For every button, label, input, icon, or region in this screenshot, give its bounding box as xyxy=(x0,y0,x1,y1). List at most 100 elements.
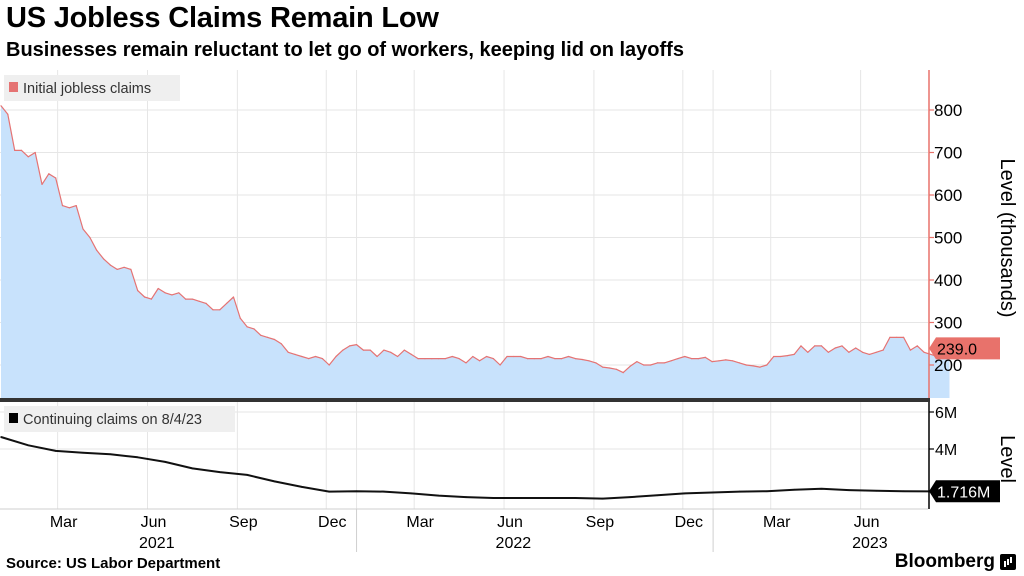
initial-claims-point xyxy=(643,364,645,366)
initial-claims-point xyxy=(451,355,453,358)
continuing-claims-point xyxy=(766,490,768,493)
last-value-badge xyxy=(929,480,1000,503)
y-tick-label: 300 xyxy=(934,314,962,333)
initial-claims-point xyxy=(820,345,823,347)
y-tick-label: 500 xyxy=(934,229,962,248)
initial-claims-point xyxy=(431,358,433,360)
x-tick-label: Jun xyxy=(854,514,880,531)
initial-claims-point xyxy=(923,351,925,353)
initial-claims-point xyxy=(697,358,700,360)
initial-claims-point xyxy=(458,358,460,360)
initial-claims-point xyxy=(102,258,105,260)
initial-claims-point xyxy=(280,343,282,345)
initial-claims-point xyxy=(732,360,734,362)
initial-claims-point xyxy=(567,355,570,358)
initial-claims-point xyxy=(55,177,57,179)
initial-claims-point xyxy=(684,355,686,358)
initial-claims-point xyxy=(308,358,310,360)
continuing-claims-point xyxy=(109,453,112,456)
continuing-claims-point xyxy=(465,496,467,498)
continuing-claims-point xyxy=(273,480,276,483)
initial-claims-point xyxy=(472,355,474,358)
continuing-claims-point xyxy=(328,490,331,493)
continuing-claims-point xyxy=(656,494,659,497)
y-tick-label: 600 xyxy=(934,186,962,205)
initial-claims-point xyxy=(561,358,563,360)
continuing-claims-point xyxy=(301,486,303,488)
chart-title: US Jobless Claims Remain Low xyxy=(6,2,439,34)
continuing-claims-point xyxy=(574,497,577,499)
initial-claims-point xyxy=(663,362,665,364)
initial-claims-point xyxy=(178,292,180,294)
initial-claims-point xyxy=(903,336,905,338)
continuing-claims-point xyxy=(711,491,713,494)
initial-claims-point xyxy=(574,358,577,360)
initial-claims-point xyxy=(786,355,788,357)
continuing-claims-point xyxy=(629,496,631,498)
initial-claims-point xyxy=(68,207,70,209)
initial-claims-point xyxy=(615,368,618,370)
continuing-claims-point xyxy=(492,497,495,499)
initial-claims-point xyxy=(855,347,857,349)
initial-claims-point xyxy=(219,309,221,311)
x-tick-label: Mar xyxy=(50,514,78,531)
initial-claims-point xyxy=(916,345,918,347)
y-tick-label: 800 xyxy=(934,101,962,120)
initial-claims-point xyxy=(342,349,344,351)
continuing-claims-point xyxy=(902,490,905,493)
initial-claims-point xyxy=(588,360,590,362)
initial-claims-point xyxy=(116,268,118,270)
initial-claims-point xyxy=(800,345,802,347)
initial-claims-point xyxy=(629,365,631,367)
initial-claims-point xyxy=(150,298,152,300)
initial-claims-point xyxy=(779,355,782,358)
initial-claims-point xyxy=(335,355,337,358)
bloomberg-terminal-icon xyxy=(1000,554,1016,570)
initial-claims-point xyxy=(506,355,508,358)
initial-claims-point xyxy=(226,302,228,304)
initial-claims-point xyxy=(889,336,891,338)
y-tick-label: 4M xyxy=(935,442,957,459)
initial-claims-point xyxy=(48,173,50,175)
panel-divider xyxy=(0,398,930,402)
initial-claims-point xyxy=(328,364,330,366)
initial-claims-point xyxy=(868,353,871,355)
initial-claims-point xyxy=(650,364,652,366)
initial-claims-point xyxy=(444,358,446,360)
initial-claims-point xyxy=(14,149,16,151)
continuing-claims-point xyxy=(54,450,57,452)
x-year-label: 2021 xyxy=(139,535,175,552)
initial-claims-point xyxy=(834,347,836,349)
continuing-claims-point xyxy=(601,497,604,500)
initial-claims-point xyxy=(273,338,276,341)
last-value-label: 1.716M xyxy=(937,484,990,501)
legend-label: Initial jobless claims xyxy=(23,81,151,97)
y-tick-label: 400 xyxy=(934,271,962,290)
initial-claims-point xyxy=(656,362,659,364)
initial-claims-point xyxy=(540,358,542,360)
initial-claims-point xyxy=(301,355,303,358)
continuing-claims-point xyxy=(547,497,549,499)
initial-claims-point xyxy=(205,302,207,304)
continuing-claims-point xyxy=(355,490,358,493)
chart-subtitle: Businesses remain reluctant to let go of… xyxy=(6,39,684,61)
initial-claims-point xyxy=(691,358,693,360)
y-tick-label: 200 xyxy=(934,356,962,375)
initial-claims-point xyxy=(622,372,624,374)
initial-claims-point xyxy=(581,358,583,361)
initial-claims-point xyxy=(752,365,754,367)
brand-name: Bloomberg xyxy=(894,551,995,572)
x-tick-label: Mar xyxy=(763,514,791,531)
initial-claims-point xyxy=(602,366,604,368)
gridlines xyxy=(0,70,928,509)
initial-claims-point xyxy=(157,287,159,290)
initial-claims-point xyxy=(814,345,816,347)
initial-claims-point xyxy=(27,156,29,158)
initial-claims-point xyxy=(403,349,405,351)
initial-claims-point xyxy=(930,353,932,355)
initial-claims-point xyxy=(424,358,426,360)
initial-claims-point xyxy=(41,183,43,185)
initial-claims-point xyxy=(711,361,713,363)
continuing-claims-point xyxy=(793,488,795,491)
